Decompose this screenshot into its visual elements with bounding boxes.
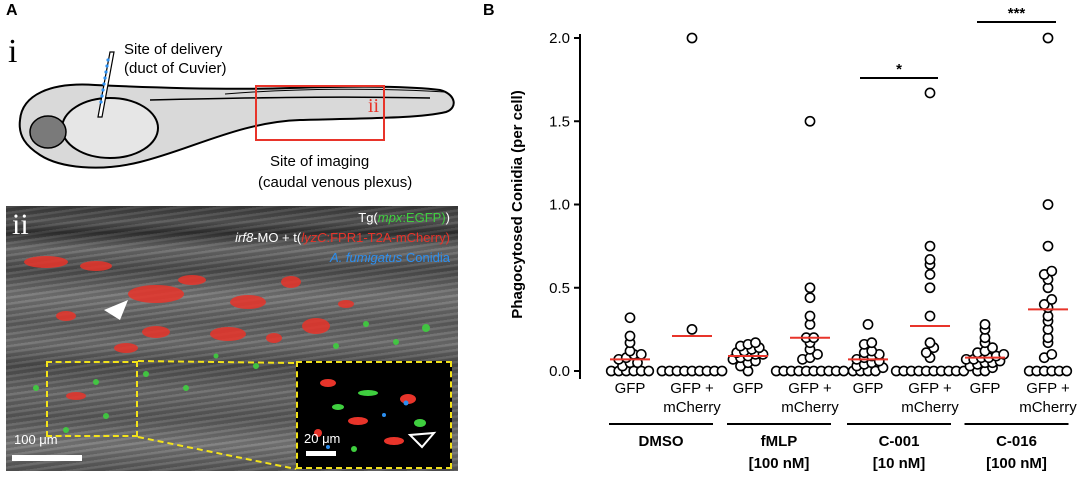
- panel-b-letter: B: [483, 2, 495, 19]
- data-point: [924, 269, 936, 280]
- significance-label: ***: [1008, 5, 1026, 22]
- data-point: [987, 342, 998, 354]
- category-label: GFP +: [1026, 380, 1070, 397]
- scale-label: 100 μm: [14, 432, 58, 447]
- label-mpx: Tg(mpx:EGFP)): [358, 210, 450, 225]
- data-point: [979, 318, 991, 330]
- data-point: [924, 87, 936, 99]
- y-axis-label: Phagocytosed Conidia (per cell): [509, 90, 526, 318]
- data-point: [716, 365, 728, 377]
- conidia-dots: [99, 58, 110, 104]
- imaging-region-box: [255, 85, 385, 141]
- zoom-inset: 20 μm: [296, 361, 452, 469]
- significance-label: *: [896, 61, 902, 78]
- micrograph-roman-ii: ii: [12, 208, 29, 241]
- zoom-lines: [137, 360, 297, 470]
- data-point: [804, 282, 816, 294]
- data-point: [1046, 348, 1058, 360]
- data-point: [686, 323, 698, 335]
- group-label: C-016: [996, 433, 1037, 450]
- imaging-label-2: (caudal venous plexus): [258, 174, 412, 191]
- larva-eye: [29, 115, 67, 149]
- data-point: [624, 330, 636, 342]
- category-label: GFP: [733, 380, 764, 397]
- data-point: [812, 348, 823, 360]
- inset-scale-bar: [306, 451, 336, 456]
- data-point: [1042, 32, 1054, 44]
- schematic-roman-i: i: [8, 33, 17, 70]
- data-point: [924, 240, 936, 252]
- group-label: DMSO: [639, 433, 684, 450]
- inset-scale-label: 20 μm: [304, 431, 341, 446]
- data-point: [862, 318, 874, 330]
- inset-arrowhead-icon: [407, 431, 437, 449]
- group-label: fMLP: [761, 433, 798, 450]
- data-point: [838, 365, 850, 377]
- data-point: [635, 348, 647, 360]
- data-point: [920, 347, 932, 359]
- data-point: [924, 282, 936, 294]
- category-label: GFP: [853, 380, 884, 397]
- data-point: [643, 365, 655, 377]
- larva-notochord: [149, 96, 431, 101]
- category-label: mCherry: [781, 399, 839, 416]
- data-point: [1061, 365, 1073, 377]
- data-point: [804, 115, 816, 127]
- panel-a-letter: A: [6, 2, 18, 19]
- y-tick-label: 1.5: [549, 113, 570, 130]
- y-tick-label: 0.0: [549, 363, 570, 380]
- category-label: mCherry: [901, 399, 959, 416]
- scatter-chart: 0.0 0.5 1.0 1.5 2.0 Phagocytosed Conidia (per…: [509, 5, 1077, 472]
- delivery-label-1: Site of delivery: [124, 41, 223, 58]
- needle-icon: [97, 51, 115, 118]
- schematic-roman-ii: ii: [368, 95, 380, 117]
- roi-box: [46, 361, 138, 437]
- data-point: [686, 32, 698, 44]
- zebrafish-schematic: i Site of delivery (duct of Cuvier) ii S…: [8, 33, 455, 191]
- category-label: GFP: [970, 380, 1001, 397]
- category-label: GFP +: [788, 380, 832, 397]
- data-point: [1046, 265, 1058, 277]
- arrowhead-icon: [104, 300, 128, 320]
- category-label: GFP +: [908, 380, 952, 397]
- data-point: [624, 312, 636, 324]
- category-label: GFP +: [670, 380, 714, 397]
- category-label: mCherry: [663, 399, 721, 416]
- delivery-label-2: (duct of Cuvier): [124, 60, 227, 77]
- y-tick-label: 1.0: [549, 197, 570, 214]
- group-label-concentration: [100 nM]: [986, 455, 1047, 472]
- data-point: [750, 337, 761, 349]
- data-point: [804, 310, 816, 322]
- data-point: [924, 310, 936, 322]
- y-tick-label: 2.0: [549, 30, 570, 47]
- group-label-concentration: [100 nM]: [749, 455, 810, 472]
- data-point: [1042, 199, 1054, 210]
- data-point: [1042, 240, 1054, 252]
- group-label: C-001: [879, 433, 920, 450]
- larva-finfold: [224, 88, 446, 95]
- larva-yolk: [61, 97, 159, 159]
- y-tick-label: 0.5: [549, 280, 570, 297]
- micrograph-cells: [24, 256, 430, 433]
- data-point: [998, 348, 1010, 360]
- category-label: mCherry: [1019, 399, 1077, 416]
- data-point: [804, 292, 816, 304]
- micrograph: ii Tg(mpx:EGFP)) irf8-MO + t(lyzC:FPR1-T…: [6, 206, 458, 471]
- data-point: [1046, 294, 1058, 305]
- data-point: [924, 337, 936, 349]
- group-label-concentration: [10 nM]: [873, 455, 926, 472]
- imaging-label-1: Site of imaging: [270, 153, 369, 170]
- scale-bar: [12, 455, 82, 461]
- label-conidia: A. fumigatus Conidia: [330, 250, 450, 265]
- inset-cells: [314, 379, 437, 452]
- data-point: [866, 337, 878, 349]
- category-label: GFP: [615, 380, 646, 397]
- label-lyzc: irf8-MO + t(lyzC:FPR1-T2A-mCherry): [235, 230, 450, 245]
- data-point: [924, 254, 936, 265]
